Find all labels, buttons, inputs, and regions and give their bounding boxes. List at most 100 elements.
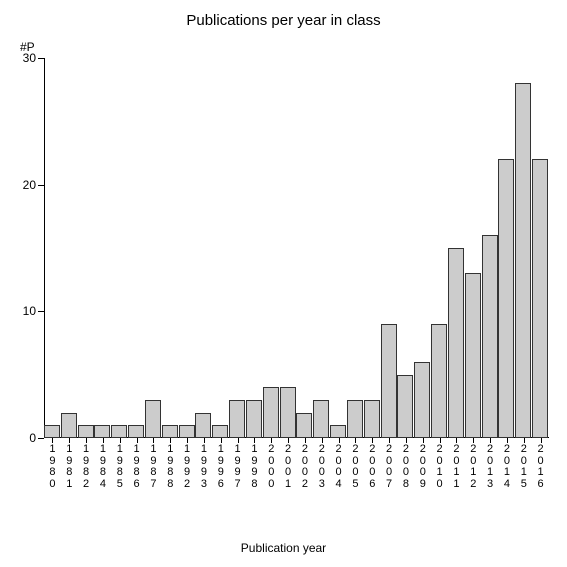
bars-group (44, 58, 549, 438)
x-tick-label: 2 0 1 4 (502, 444, 512, 490)
bar (229, 400, 245, 438)
bar-column (61, 413, 78, 438)
bar (465, 273, 481, 438)
bar (246, 400, 262, 438)
chart-container: Publications per year in class #P 010203… (0, 0, 567, 567)
y-tick (38, 438, 44, 439)
x-tick-label: 2 0 0 4 (334, 444, 344, 490)
bar (498, 159, 514, 438)
x-tick-label: 2 0 0 5 (350, 444, 360, 490)
x-tick-label: 2 0 1 2 (468, 444, 478, 490)
bar (212, 425, 228, 438)
bar (94, 425, 110, 438)
x-tick-label: 2 0 1 6 (536, 444, 546, 490)
x-tick-label: 2 0 0 3 (317, 444, 327, 490)
x-tick-label: 1 9 9 3 (199, 444, 209, 490)
bar (78, 425, 94, 438)
x-tick-label: 2 0 0 1 (283, 444, 293, 490)
x-tick-label: 2 0 0 2 (300, 444, 310, 490)
x-tick-label: 2 0 1 0 (435, 444, 445, 490)
bar-column (263, 387, 280, 438)
bar-column (179, 425, 196, 438)
bar-column (397, 375, 414, 438)
chart-title: Publications per year in class (0, 12, 567, 29)
y-tick-label: 0 (29, 431, 36, 445)
x-tick-label: 2 0 1 3 (485, 444, 495, 490)
bar (381, 324, 397, 438)
x-tick-label: 1 9 9 2 (182, 444, 192, 490)
bar-column (381, 324, 398, 438)
y-tick-label: 10 (23, 304, 36, 318)
x-tick-label: 2 0 0 8 (401, 444, 411, 490)
bar (280, 387, 296, 438)
y-tick (38, 58, 44, 59)
bar-column (44, 425, 61, 438)
bar-column (465, 273, 482, 438)
y-tick (38, 311, 44, 312)
bar (364, 400, 380, 438)
bar (61, 413, 77, 438)
x-tick-label: 1 9 9 6 (216, 444, 226, 490)
x-tick-label: 1 9 8 8 (165, 444, 175, 490)
x-tick-label: 2 0 0 9 (418, 444, 428, 490)
bar-column (229, 400, 246, 438)
bar-column (364, 400, 381, 438)
bar (313, 400, 329, 438)
bar (532, 159, 548, 438)
bar (179, 425, 195, 438)
bar-column (145, 400, 162, 438)
bar (431, 324, 447, 438)
bar-column (111, 425, 128, 438)
bar (397, 375, 413, 438)
bar (347, 400, 363, 438)
bar (448, 248, 464, 438)
bar-column (448, 248, 465, 438)
bar-column (482, 235, 499, 438)
bar-column (212, 425, 229, 438)
bar (145, 400, 161, 438)
x-tick-label: 2 0 1 1 (451, 444, 461, 490)
bar-column (246, 400, 263, 438)
x-tick-label: 2 0 0 7 (384, 444, 394, 490)
bar-column (532, 159, 549, 438)
x-axis-label: Publication year (0, 541, 567, 555)
bar (296, 413, 312, 438)
x-tick-label: 1 9 8 1 (64, 444, 74, 490)
bar-column (296, 413, 313, 438)
x-tick-label: 2 0 1 5 (519, 444, 529, 490)
x-tick-label: 2 0 0 0 (266, 444, 276, 490)
bar-column (280, 387, 297, 438)
bar (330, 425, 346, 438)
bar-column (162, 425, 179, 438)
bar (162, 425, 178, 438)
bar (111, 425, 127, 438)
bar-column (347, 400, 364, 438)
x-tick-label: 1 9 9 8 (249, 444, 259, 490)
bar-column (498, 159, 515, 438)
bar-column (515, 83, 532, 438)
bar-column (78, 425, 95, 438)
bar-column (414, 362, 431, 438)
bar (515, 83, 531, 438)
plot-area: 01020301 9 8 01 9 8 11 9 8 21 9 8 41 9 8… (44, 58, 549, 438)
bar-column (431, 324, 448, 438)
x-tick-label: 1 9 8 5 (115, 444, 125, 490)
x-tick-label: 2 0 0 6 (367, 444, 377, 490)
x-tick-label: 1 9 8 2 (81, 444, 91, 490)
bar (44, 425, 60, 438)
bar-column (313, 400, 330, 438)
y-tick (38, 185, 44, 186)
bar-column (330, 425, 347, 438)
x-tick-label: 1 9 8 7 (148, 444, 158, 490)
x-tick-label: 1 9 8 0 (47, 444, 57, 490)
bar (195, 413, 211, 438)
x-tick-label: 1 9 8 6 (132, 444, 142, 490)
bar (414, 362, 430, 438)
bar (263, 387, 279, 438)
y-tick-label: 30 (23, 51, 36, 65)
x-tick-label: 1 9 9 7 (233, 444, 243, 490)
bar-column (128, 425, 145, 438)
bar-column (94, 425, 111, 438)
bar (128, 425, 144, 438)
x-tick-label: 1 9 8 4 (98, 444, 108, 490)
